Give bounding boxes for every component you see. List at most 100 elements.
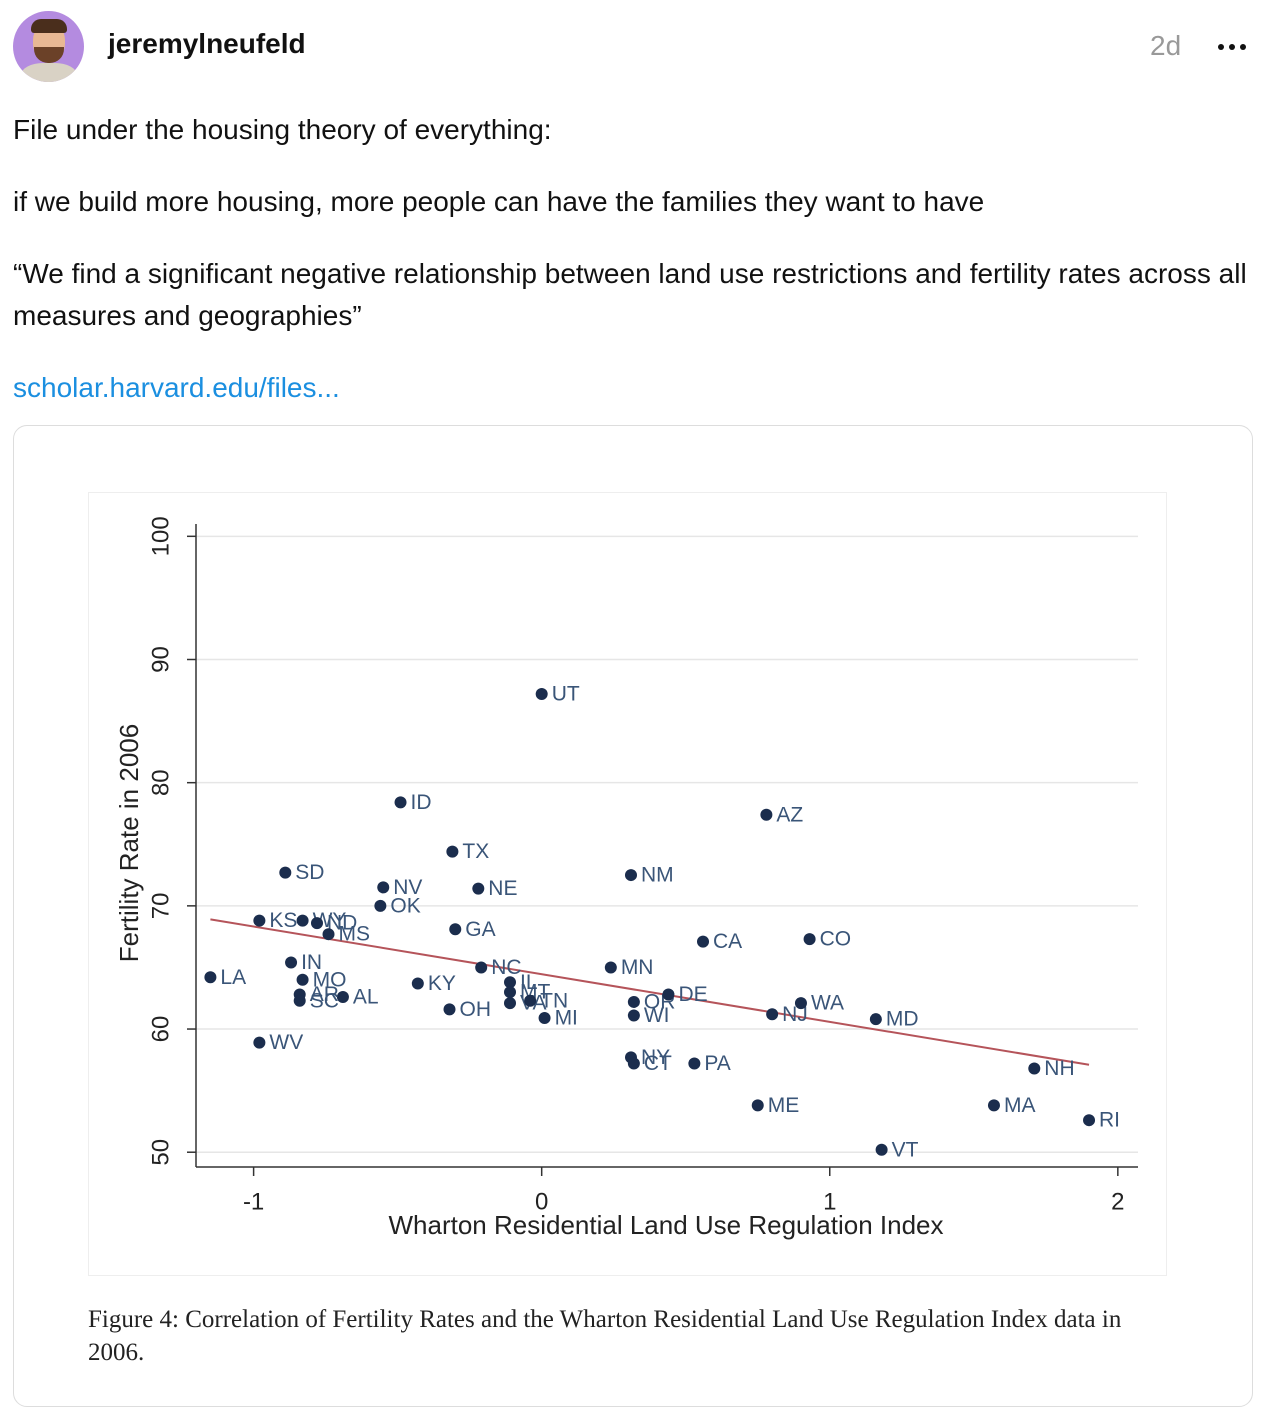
point: [662, 988, 675, 1001]
point-label: KY: [428, 972, 456, 995]
caption: Figure 4: Correlation of Fertility Rates…: [88, 1306, 1122, 1366]
point: [504, 976, 516, 989]
point-label: WV: [269, 1031, 303, 1054]
x-tick-label: -1: [243, 1188, 264, 1215]
point-label: AZ: [776, 803, 803, 826]
point-label: ME: [768, 1094, 800, 1117]
point-label: ID: [411, 791, 432, 814]
point: [538, 1011, 551, 1024]
point: [504, 986, 516, 999]
point-label: IN: [301, 951, 322, 974]
point-label: WI: [644, 1004, 670, 1027]
point: [627, 1057, 640, 1070]
point-label: SD: [295, 861, 324, 884]
point-label: MO: [313, 968, 347, 991]
point-label: AR: [310, 983, 339, 1006]
point-label: MS: [339, 923, 371, 946]
point-label: AL: [353, 986, 379, 1009]
point: [524, 994, 537, 1007]
point: [296, 973, 309, 986]
point: [624, 869, 637, 882]
y-tick-label: 80: [147, 769, 174, 796]
point: [875, 1143, 888, 1156]
point-label: SC: [310, 989, 339, 1012]
point: [1028, 1062, 1041, 1075]
more-menu[interactable]: [1218, 44, 1248, 50]
x-tick-label: 0: [535, 1188, 548, 1215]
point-label: NV: [393, 876, 422, 899]
point-label: OH: [460, 998, 492, 1021]
point-label: CA: [713, 930, 742, 953]
point: [475, 961, 488, 974]
point: [253, 914, 266, 927]
point-label: MN: [621, 956, 654, 979]
trend-line: [210, 918, 1090, 1066]
point: [279, 866, 292, 879]
point-label: MA: [1004, 1094, 1036, 1117]
link[interactable]: scholar.harvard.edu/files...: [13, 372, 340, 403]
x-tick-label: 2: [1111, 1188, 1124, 1215]
x-tick-label: 1: [823, 1188, 836, 1215]
point-label: DE: [678, 983, 707, 1006]
point-label: RI: [1099, 1109, 1120, 1132]
point: [869, 1013, 882, 1026]
point-label: TX: [462, 840, 489, 863]
point-label: UT: [552, 683, 580, 706]
point: [443, 1003, 456, 1016]
point-label: NY: [641, 1046, 670, 1069]
point-label: NM: [641, 864, 674, 887]
chart-frame: [88, 492, 1167, 1276]
point: [377, 881, 390, 894]
author[interactable]: jeremylneufeld: [108, 28, 306, 59]
point: [794, 997, 807, 1010]
point-label: MD: [886, 1008, 919, 1031]
point-label: TN: [540, 989, 568, 1012]
point: [285, 956, 298, 969]
point-label: OK: [390, 894, 420, 917]
point-label: ND: [327, 912, 357, 935]
point-label: MI: [555, 1006, 578, 1029]
point: [293, 994, 306, 1007]
post-text: File under the housing theory of everyth…: [13, 114, 552, 145]
timestamp: 2d: [1150, 30, 1182, 61]
point-label: NH: [1044, 1057, 1074, 1080]
point-label: GA: [465, 918, 495, 941]
point: [803, 933, 816, 946]
y-tick-label: 90: [147, 646, 174, 673]
point: [394, 796, 407, 809]
point: [987, 1099, 1000, 1112]
x-axis-label: Wharton Residential Land Use Regulation …: [388, 1210, 943, 1240]
point-label: NE: [488, 877, 517, 900]
point: [760, 808, 773, 821]
point-label: KS: [269, 909, 297, 932]
point: [322, 928, 335, 941]
point: [766, 1008, 779, 1021]
point: [310, 917, 323, 930]
point-label: IL: [520, 971, 538, 994]
point: [751, 1099, 764, 1112]
point: [411, 977, 424, 990]
point: [627, 995, 640, 1008]
point-label: VT: [892, 1138, 919, 1161]
y-tick-label: 100: [147, 516, 174, 556]
y-tick-label: 50: [147, 1139, 174, 1166]
point-label: NC: [491, 956, 521, 979]
point-label: CO: [820, 928, 852, 951]
point: [449, 923, 462, 936]
point: [374, 899, 387, 912]
point: [504, 997, 516, 1010]
point: [296, 914, 309, 927]
y-tick-label: 60: [147, 1016, 174, 1043]
point-label: LA: [220, 966, 246, 989]
y-tick-label: 70: [147, 893, 174, 920]
point: [336, 991, 349, 1004]
post-text: if we build more housing, more people ca…: [13, 186, 985, 217]
post-text: “We find a significant negative relation…: [13, 258, 1247, 331]
avatar[interactable]: [13, 11, 84, 82]
point: [627, 1009, 640, 1022]
point: [697, 935, 710, 948]
point-label: CT: [644, 1052, 672, 1075]
point: [446, 845, 459, 858]
